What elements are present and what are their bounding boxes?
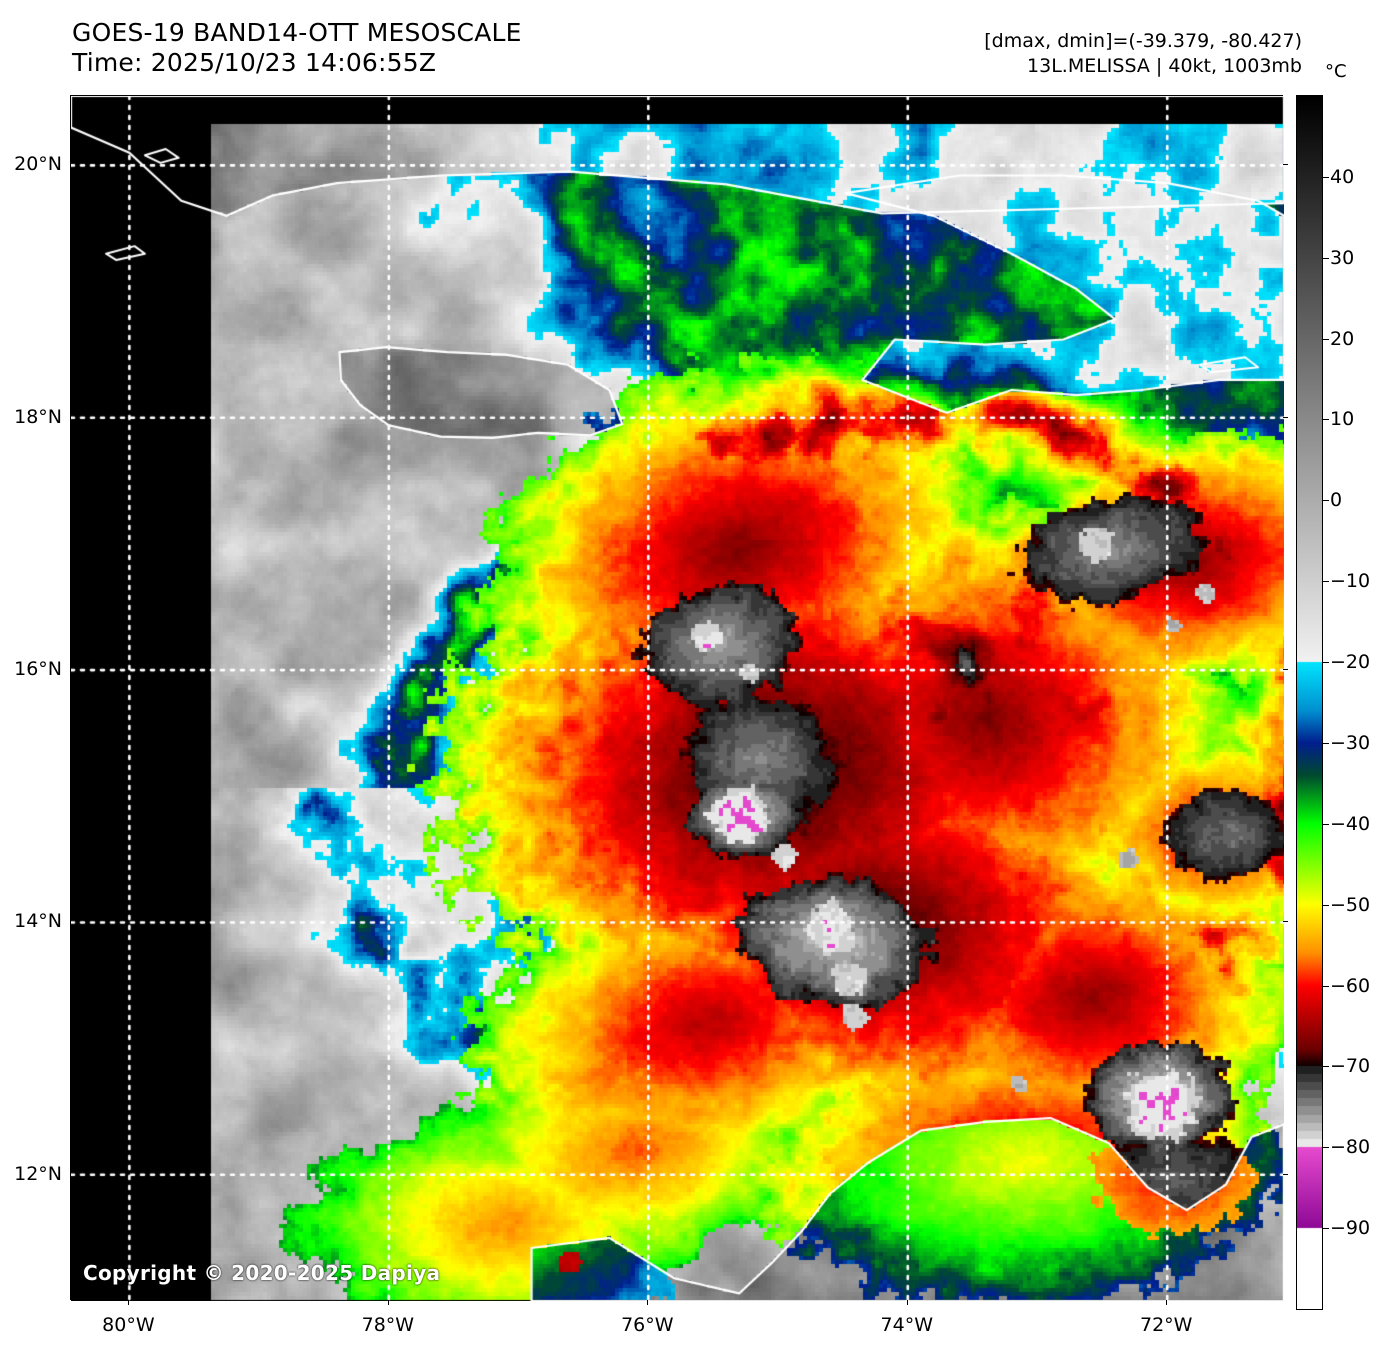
x-axis-tick-label: 72°W bbox=[1140, 1314, 1193, 1336]
x-axis-tick-mark bbox=[1166, 1300, 1168, 1305]
colorbar-tick-mark bbox=[1323, 742, 1329, 744]
colorbar-tick-label: −70 bbox=[1330, 1055, 1371, 1078]
satellite-image-plot[interactable]: Copyright © 2020-2025 Dapiya bbox=[70, 95, 1284, 1301]
storm-info-label: 13L.MELISSA | 40kt, 1003mb bbox=[1027, 55, 1302, 77]
colorbar-tick-mark bbox=[1323, 1066, 1329, 1068]
y-axis-tick-mark bbox=[1283, 1173, 1288, 1175]
y-axis-tick-label: 16°N bbox=[14, 658, 62, 681]
colorbar-tick-mark bbox=[1323, 176, 1329, 178]
colorbar-tick-mark bbox=[1323, 257, 1329, 259]
colorbar-tick-mark bbox=[1323, 823, 1329, 825]
colorbar-unit-label: °C bbox=[1325, 61, 1347, 82]
data-extremes-label: [dmax, dmin]=(-39.379, -80.427) bbox=[984, 30, 1302, 52]
map-gridlines-and-coastlines bbox=[71, 96, 1284, 1301]
colorbar-tick-mark bbox=[1323, 904, 1329, 906]
colorbar-tick-label: 40 bbox=[1330, 165, 1355, 188]
x-axis-tick-label: 80°W bbox=[102, 1314, 155, 1336]
colorbar-tick-label: −10 bbox=[1330, 570, 1371, 593]
y-axis-tick-mark bbox=[1283, 669, 1288, 671]
y-axis-tick-label: 12°N bbox=[14, 1162, 62, 1185]
title-block: GOES-19 BAND14-OTT MESOSCALE Time: 2025/… bbox=[72, 18, 522, 78]
y-axis-tick-mark bbox=[1283, 416, 1288, 418]
colorbar-tick-mark bbox=[1323, 662, 1329, 664]
x-axis-tick-mark bbox=[387, 1300, 389, 1305]
colorbar-tick-label: −80 bbox=[1330, 1136, 1371, 1159]
colorbar-tick-mark bbox=[1323, 500, 1329, 502]
colorbar-tick-mark bbox=[1323, 338, 1329, 340]
colorbar-tick-label: 20 bbox=[1330, 327, 1355, 350]
colorbar-tick-label: −90 bbox=[1330, 1217, 1371, 1240]
x-axis-tick-label: 78°W bbox=[361, 1314, 415, 1336]
colorbar-tick-label: −20 bbox=[1330, 651, 1371, 674]
y-axis-tick-mark bbox=[1283, 921, 1288, 923]
y-axis-tick-label: 18°N bbox=[14, 405, 62, 428]
colorbar-tick-mark bbox=[1323, 1147, 1329, 1149]
colorbar-tick-label: 0 bbox=[1330, 489, 1343, 512]
x-axis-tick-label: 76°W bbox=[621, 1314, 674, 1336]
y-axis-tick-label: 20°N bbox=[14, 153, 62, 176]
colorbar-tick-mark bbox=[1323, 1228, 1329, 1230]
colorbar-tick-label: −50 bbox=[1330, 893, 1371, 916]
x-axis-tick-mark bbox=[906, 1300, 908, 1305]
colorbar-tick-label: −40 bbox=[1330, 812, 1371, 835]
colorbar-tick-label: −30 bbox=[1330, 731, 1371, 754]
x-axis-tick-mark bbox=[128, 1300, 130, 1305]
y-axis-tick-label: 14°N bbox=[14, 910, 62, 933]
timestamp-label: Time: 2025/10/23 14:06:55Z bbox=[72, 48, 437, 77]
colorbar[interactable] bbox=[1296, 95, 1323, 1310]
x-axis-tick-mark bbox=[647, 1300, 649, 1305]
metadata-block: [dmax, dmin]=(-39.379, -80.427) 13L.MELI… bbox=[984, 29, 1302, 79]
colorbar-tick-label: 30 bbox=[1330, 246, 1355, 269]
colorbar-tick-mark bbox=[1323, 985, 1329, 987]
y-axis-tick-mark bbox=[1283, 164, 1288, 166]
page-title: GOES-19 BAND14-OTT MESOSCALE bbox=[72, 18, 522, 47]
colorbar-tick-label: 10 bbox=[1330, 408, 1355, 431]
colorbar-tick-label: −60 bbox=[1330, 974, 1371, 997]
x-axis-tick-label: 74°W bbox=[880, 1314, 933, 1336]
copyright-label: Copyright © 2020-2025 Dapiya bbox=[83, 1261, 441, 1285]
colorbar-tick-mark bbox=[1323, 419, 1329, 421]
colorbar-tick-mark bbox=[1323, 581, 1329, 583]
colorbar-gradient bbox=[1297, 96, 1322, 1309]
